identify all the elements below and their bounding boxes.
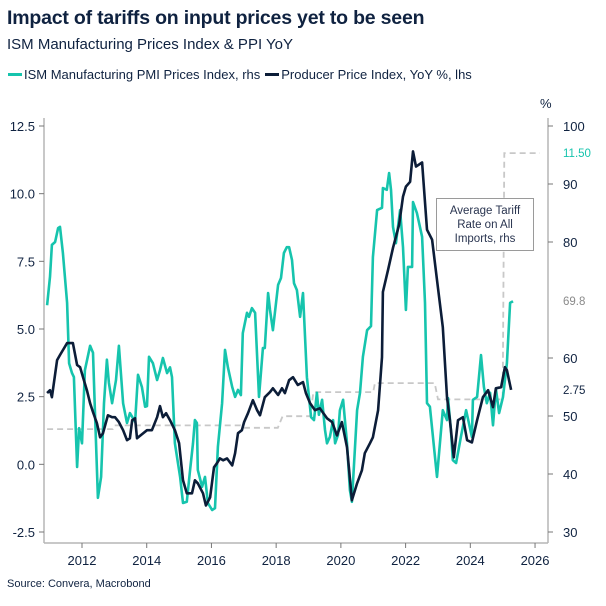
left-axis-tick-label: 0.0 <box>17 457 35 472</box>
legend-label-ppi: Producer Price Index, YoY %, lhs <box>281 67 472 82</box>
x-axis-tick-label: 2012 <box>68 553 97 568</box>
x-axis-tick-label: 2014 <box>132 553 161 568</box>
legend-swatch-ppi <box>265 73 280 76</box>
right-axis-tick-label: 90 <box>563 177 577 192</box>
source-note: Source: Convera, Macrobond <box>7 578 151 590</box>
legend-item-ism: ISM Manufacturing PMI Prices Index, rhs <box>8 67 260 82</box>
x-axis-tick-label: 2016 <box>197 553 226 568</box>
tariff-annotation-box: Average Tariff Rate on All Imports, rhs <box>436 198 534 251</box>
x-axis-tick-label: 2026 <box>521 553 550 568</box>
x-axis-tick-label: 2020 <box>326 553 355 568</box>
right-axis-tick-label: 60 <box>563 351 577 366</box>
annotation-line-2: Rate on All <box>457 219 513 231</box>
legend-label-ism: ISM Manufacturing PMI Prices Index, rhs <box>24 67 261 82</box>
chart-subtitle: ISM Manufacturing Prices Index & PPI YoY <box>7 36 293 53</box>
left-axis-tick-label: 7.5 <box>17 254 35 269</box>
left-axis-tick-label: 12.5 <box>10 119 35 134</box>
right-axis-tick-label: 30 <box>563 525 577 540</box>
annotation-line-3: Imports, rhs <box>454 233 516 245</box>
left-axis-tick-label: 2.5 <box>17 390 35 405</box>
tariff-rate-line <box>47 152 540 431</box>
tariff-end-label: 11.50 <box>563 148 591 160</box>
right-axis-tick-label: 100 <box>563 119 585 134</box>
left-axis-tick-label: 5.0 <box>17 322 35 337</box>
ppi-yoy-line <box>46 150 513 507</box>
legend-swatch-ism <box>8 73 22 76</box>
x-axis-tick-label: 2018 <box>262 553 291 568</box>
right-axis-unit-label: % <box>540 96 552 111</box>
left-axis-tick-label: 10.0 <box>10 187 35 202</box>
right-axis-tick-label: 80 <box>563 235 577 250</box>
legend-item-ppi: Producer Price Index, YoY %, lhs <box>265 67 472 82</box>
x-axis-tick-label: 2024 <box>456 553 485 568</box>
ppi-end-label: 2.75 <box>563 385 585 397</box>
ism-prices-line <box>45 171 514 512</box>
annotation-line-1: Average Tariff <box>449 205 521 217</box>
right-axis-tick-label: 50 <box>563 409 577 424</box>
legend: ISM Manufacturing PMI Prices Index, rhs … <box>8 67 477 82</box>
x-axis-tick-label: 2022 <box>391 553 420 568</box>
chart-title: Impact of tariffs on input prices yet to… <box>7 7 425 29</box>
ism-end-label: 69.8 <box>563 296 585 308</box>
right-axis-tick-label: 40 <box>563 467 577 482</box>
left-axis-tick-label: -2.5 <box>13 525 35 540</box>
